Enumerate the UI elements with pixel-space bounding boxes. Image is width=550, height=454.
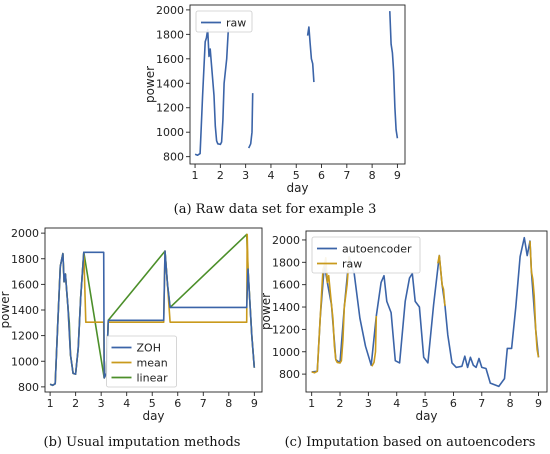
series-line-ZOH (49, 250, 256, 387)
x-tick-label: 4 (267, 169, 274, 182)
legend-box (195, 10, 253, 33)
x-tick-label: 6 (318, 169, 325, 182)
x-axis-label: day (286, 181, 308, 195)
x-tick-label: 1 (192, 169, 199, 182)
y-tick-label: 1600 (272, 279, 300, 292)
series-line-raw (437, 254, 446, 306)
y-axis-label: power (259, 293, 273, 330)
x-tick-label: 5 (422, 397, 429, 410)
y-tick-label: 2000 (272, 234, 300, 247)
legend-box (106, 335, 177, 388)
x-tick-label: 7 (200, 397, 207, 410)
y-tick-label: 1000 (156, 126, 184, 139)
y-tick-label: 800 (18, 381, 39, 394)
x-axis-label: day (142, 409, 164, 423)
x-tick-label: 1 (308, 397, 315, 410)
series-line-raw (306, 26, 315, 83)
x-tick-label: 6 (450, 397, 457, 410)
y-tick-label: 1200 (11, 330, 39, 343)
series-line-raw (194, 28, 230, 156)
x-tick-label: 5 (293, 169, 300, 182)
legend: ZOH mean linear (106, 335, 177, 388)
y-tick-label: 2000 (156, 4, 184, 17)
series-line-raw (247, 93, 254, 149)
series-line-raw (311, 256, 350, 374)
x-tick-label: 3 (365, 397, 372, 410)
x-tick-label: 2 (72, 397, 79, 410)
series-line-raw (529, 241, 540, 358)
legend-label: mean (137, 357, 168, 370)
x-tick-label: 5 (149, 397, 156, 410)
x-tick-label: 2 (217, 169, 224, 182)
caption-a: (a) Raw data set for example 3 (174, 202, 377, 217)
x-tick-label: 1 (47, 397, 54, 410)
x-tick-label: 3 (98, 397, 105, 410)
x-tick-label: 8 (369, 169, 376, 182)
x-tick-label: 7 (343, 169, 350, 182)
chart-autoencoder-imputation: 1 2 3 4 5 6 7 8 9 800 1000 1200 1400 1600 1800 2000 day p… (259, 230, 548, 423)
y-tick-label: 1600 (156, 53, 184, 66)
legend-label: autoencoder (342, 243, 412, 256)
legend-label: raw (226, 17, 246, 30)
legend: raw (195, 10, 253, 33)
x-tick-label: 7 (478, 397, 485, 410)
legend-label: linear (137, 372, 169, 385)
y-tick-label: 1400 (272, 301, 300, 314)
chart-usual-imputation: 1 2 3 4 5 6 7 8 9 800 1000 1200 1400 1600 1800 2000 day p… (0, 227, 263, 423)
legend-label: ZOH (137, 342, 161, 355)
y-axis-label: power (0, 291, 12, 328)
y-axis-label: power (143, 66, 157, 103)
series-group (194, 11, 399, 156)
x-tick-label: 2 (337, 397, 344, 410)
x-tick-label: 9 (535, 397, 542, 410)
y-tick-label: 1400 (11, 304, 39, 317)
y-tick-label: 1600 (11, 278, 39, 291)
x-axis-label: day (415, 409, 437, 423)
x-tick-label: 9 (394, 169, 401, 182)
legend: autoencoder raw (311, 236, 421, 274)
chart-raw-data: 1 2 3 4 5 6 7 8 9 800 1000 1200 1400 1600 1800 2000 day p… (143, 4, 406, 195)
y-tick-label: 1200 (272, 323, 300, 336)
y-tick-label: 1200 (156, 102, 184, 115)
x-tick-label: 6 (174, 397, 181, 410)
caption-b: (b) Usual imputation methods (44, 435, 241, 450)
y-tick-label: 800 (279, 368, 300, 381)
series-line-raw (389, 11, 399, 139)
y-tick-label: 2000 (11, 227, 39, 240)
x-tick-label: 3 (242, 169, 249, 182)
y-tick-label: 1000 (11, 355, 39, 368)
y-tick-label: 1400 (156, 77, 184, 90)
legend-label: raw (342, 258, 362, 271)
legend-box (311, 236, 421, 274)
y-tick-label: 1800 (156, 28, 184, 41)
y-tick-label: 1000 (272, 346, 300, 359)
caption-c: (c) Imputation based on autoencoders (285, 435, 536, 450)
series-line-raw (371, 315, 378, 367)
series-group (49, 233, 256, 387)
x-tick-label: 8 (225, 397, 232, 410)
x-tick-label: 8 (507, 397, 514, 410)
y-tick-label: 1800 (272, 256, 300, 269)
x-tick-label: 4 (123, 397, 130, 410)
y-tick-label: 800 (163, 151, 184, 164)
x-tick-label: 4 (393, 397, 400, 410)
y-tick-label: 1800 (11, 253, 39, 266)
x-tick-label: 9 (251, 397, 258, 410)
